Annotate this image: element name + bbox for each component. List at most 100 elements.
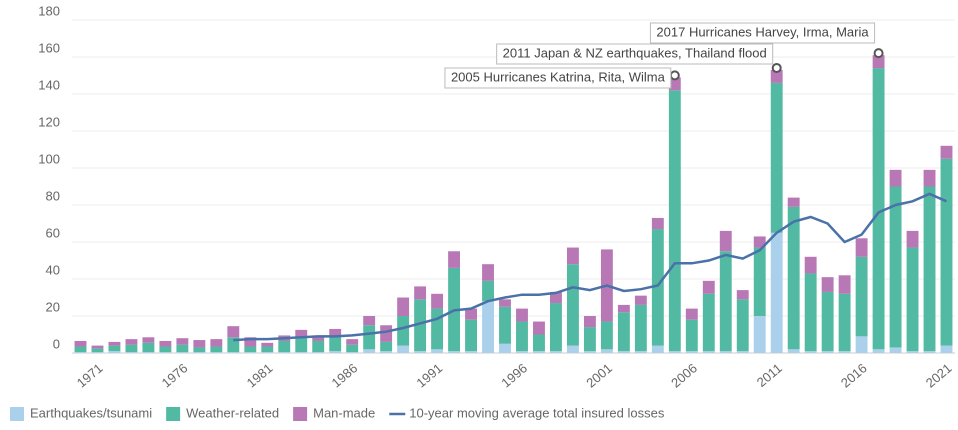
bar-segment	[193, 340, 206, 348]
bar-segment	[651, 217, 664, 230]
bar-segment	[583, 327, 596, 352]
y-tick-label: 180	[38, 3, 60, 18]
y-tick-label: 80	[46, 188, 60, 203]
bar-segment	[210, 346, 223, 353]
bar-segment	[516, 321, 528, 352]
bar-segment	[346, 352, 359, 353]
legend-label: Man-made	[313, 405, 375, 420]
legend-swatch	[10, 407, 24, 421]
bar-segment	[600, 321, 613, 350]
bar-segment	[346, 339, 359, 345]
bar-segment	[634, 351, 647, 353]
bar-segment	[753, 316, 766, 353]
bar-segment	[210, 339, 223, 347]
bar-segment	[159, 340, 172, 347]
bar-segment	[787, 197, 800, 207]
y-tick-label: 160	[38, 40, 60, 55]
annotation-box	[649, 22, 876, 44]
bar-segment	[380, 325, 393, 342]
bar-segment	[651, 345, 664, 353]
bar-segment	[108, 351, 121, 353]
bar-segment	[787, 206, 800, 350]
bar-segment	[583, 351, 596, 353]
x-tick-label: 2021	[923, 360, 955, 390]
y-tick-label: 0	[53, 336, 60, 351]
annotation-marker	[669, 70, 680, 81]
legend-label: 10-year moving average total insured los…	[409, 405, 665, 420]
bar-segment	[176, 344, 189, 353]
legend-swatch	[293, 407, 308, 421]
bar-segment	[244, 352, 257, 353]
x-tick-label: 1976	[159, 360, 191, 390]
bar-segment	[108, 345, 121, 352]
y-tick-label: 40	[46, 262, 60, 277]
bar-segment	[159, 346, 172, 353]
x-tick-label: 1986	[329, 360, 361, 390]
annotation: 2011 Japan & NZ earthquakes, Thailand fl…	[496, 43, 774, 65]
bar-segment	[397, 297, 410, 316]
bar-segment	[261, 352, 274, 353]
annotation: 2005 Hurricanes Katrina, Rita, Wilma	[444, 67, 672, 89]
bar-segment	[668, 351, 681, 353]
bar-segment	[414, 286, 427, 300]
bar-segment	[804, 351, 817, 353]
bar-segment	[125, 344, 138, 353]
bar-segment	[617, 304, 630, 313]
bar-segment	[227, 326, 240, 338]
bar-segment	[634, 304, 647, 352]
bar-segment	[278, 352, 291, 353]
bar-segment	[431, 293, 444, 309]
bar-segment	[906, 230, 919, 248]
bar-segment	[787, 349, 800, 353]
bar-segment	[550, 291, 562, 304]
bar-segment	[499, 299, 511, 307]
bar-segment	[499, 306, 511, 344]
bar-segment	[838, 293, 851, 352]
x-tick-label: 1971	[74, 360, 106, 390]
annotation-text: 2011 Japan & NZ earthquakes, Thailand fl…	[503, 45, 767, 60]
y-tick-label: 60	[46, 225, 60, 240]
bar-segment	[431, 308, 444, 350]
moving-average-line	[233, 192, 947, 342]
bar-segment	[736, 290, 749, 300]
bar-segment	[566, 345, 579, 353]
bar-segment	[516, 308, 528, 322]
bar-segment	[227, 337, 240, 353]
bar-segment	[634, 295, 647, 305]
bar-segment	[227, 352, 240, 353]
bar-segment	[889, 169, 902, 187]
bar-segment	[176, 352, 189, 353]
bar-segment	[770, 82, 783, 233]
bar-segment	[872, 68, 885, 350]
bar-segment	[108, 341, 121, 346]
bar-segment	[142, 342, 155, 353]
legend-swatch	[166, 407, 181, 421]
x-tick-label: 2001	[583, 360, 615, 390]
bar-segment	[685, 308, 698, 320]
bar-segment	[465, 308, 477, 320]
bar-segment	[448, 351, 461, 353]
bar-segment	[940, 158, 953, 346]
bar-segment	[278, 340, 291, 353]
annotation-marker	[873, 48, 884, 59]
bar-segment	[583, 316, 596, 328]
bar-segment	[176, 338, 189, 345]
bar-segment	[566, 264, 579, 346]
bar-segment	[923, 186, 936, 352]
bar-segment	[414, 299, 427, 352]
bar-segment	[855, 256, 868, 337]
bar-segment	[804, 256, 817, 274]
bar-segment	[821, 277, 834, 292]
bar-segment	[482, 264, 494, 281]
bar-segment	[753, 247, 766, 316]
x-tick-label: 2006	[668, 360, 700, 390]
bar-segment	[244, 346, 257, 353]
bar-segment	[74, 340, 87, 347]
bar-segment	[855, 238, 868, 257]
bar-segment	[74, 352, 87, 353]
bar-segment	[566, 247, 579, 265]
legend-label: Weather-related	[186, 405, 279, 420]
bar-segment	[414, 351, 427, 353]
bar-segment	[617, 312, 630, 352]
